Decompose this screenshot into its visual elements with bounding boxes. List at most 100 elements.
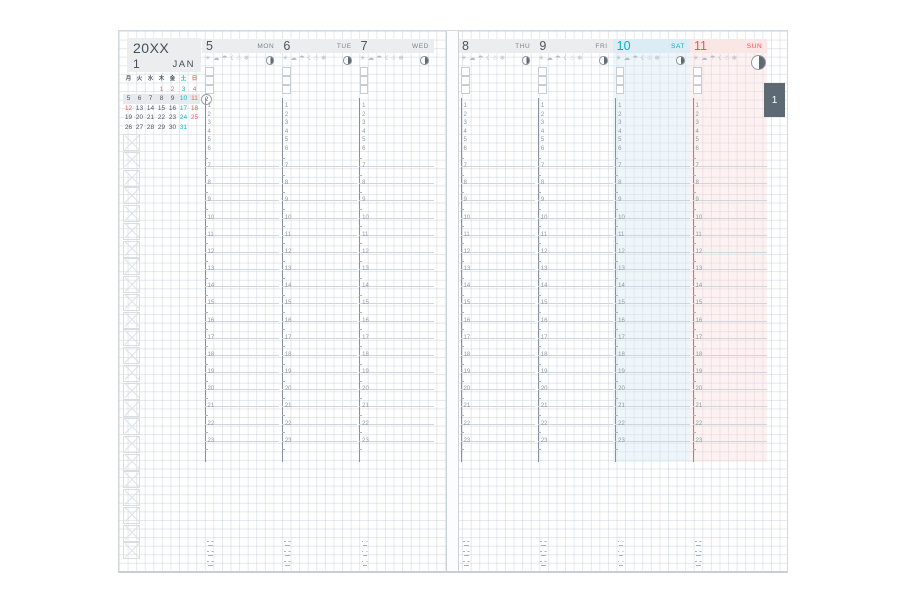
hour-gridline (281, 372, 357, 374)
moon-phase-icon (751, 55, 767, 70)
moon-phase-icon (265, 56, 275, 65)
hour-label: 11 (618, 231, 625, 238)
task-checkbox[interactable] (615, 76, 625, 85)
half-hour-tick (692, 329, 696, 331)
hour-label: 5 (695, 137, 699, 144)
hour-label: 6 (207, 145, 211, 152)
day-column-sun[interactable]: 11 SUN ☀ ☁ ☂ ☇ ☃ ❄ 1 2 3 4 5 6 7 8 9 10 11 12 13 14 15 16 17 18 19… (690, 31, 768, 571)
task-checkbox[interactable] (693, 85, 702, 94)
hour-label: 13 (362, 266, 369, 273)
task-checkbox[interactable] (693, 67, 702, 76)
hour-gridline (359, 440, 434, 442)
hour-gridline (615, 251, 690, 253)
hour-label: 16 (284, 317, 292, 324)
hour-gridline (359, 217, 434, 219)
half-hour-tick (281, 191, 285, 193)
face-neutral-icon (206, 549, 215, 557)
half-hour-tick (281, 449, 285, 451)
task-checkbox[interactable] (461, 76, 470, 85)
hour-gridline (537, 303, 613, 305)
hour-label: 13 (463, 266, 471, 273)
half-hour-tick (460, 174, 464, 176)
crossed-box-icon (123, 347, 140, 364)
hour-gridline (692, 337, 768, 339)
hour-gridline (281, 406, 357, 408)
half-hour-tick (692, 260, 696, 262)
hour-label: 15 (695, 300, 703, 307)
hour-gridline (615, 440, 690, 442)
task-checkbox[interactable] (538, 85, 547, 94)
hour-gridline (359, 269, 434, 271)
half-hour-tick (537, 226, 541, 228)
hour-gridline (615, 234, 690, 236)
task-checkbox[interactable] (461, 67, 470, 76)
hour-label: 21 (207, 403, 215, 410)
hour-gridline (460, 200, 536, 202)
hour-gridline (692, 217, 768, 219)
hour-label: 10 (362, 214, 369, 221)
hour-gridline (281, 200, 357, 202)
hour-gridline (281, 286, 357, 288)
crossed-box-icon (123, 240, 140, 258)
hour-label: 22 (540, 420, 548, 427)
crossed-box-icon (123, 258, 140, 276)
day-column-sat[interactable]: 10 SAT ☀ ☁ ☂ ☇ ☃ ❄ 1 2 3 4 5 6 7 8 9 10 11 12 13 14 15 16 17 18 19… (612, 31, 690, 571)
hour-gridline (692, 406, 768, 408)
day-header-band (535, 39, 613, 53)
hour-label: 11 (540, 231, 548, 238)
hour-label: 1 (463, 103, 467, 110)
calendar-day-cell: 18 (190, 104, 199, 112)
half-hour-tick (537, 380, 541, 382)
calendar-day-cell: 6 (137, 95, 142, 102)
task-checkbox[interactable] (461, 85, 470, 94)
weekly-planner-spread: 20XX 1 JAN 月火水木金土日 1 2 3 4 5 6 7 8 9 10 11 2 12 13 14 1… (118, 30, 788, 573)
calendar-day-cell: 9 (170, 95, 175, 102)
half-hour-tick (204, 174, 208, 176)
task-checkbox[interactable] (693, 76, 702, 85)
hour-label: 23 (284, 437, 292, 444)
month-tab[interactable]: 1 (764, 83, 785, 117)
hour-label: 4 (207, 128, 211, 135)
moon-phase-icon (521, 56, 531, 65)
task-checkbox[interactable] (615, 67, 625, 76)
hour-label: 8 (362, 180, 366, 187)
task-checkbox[interactable] (205, 76, 214, 85)
hour-gridline (460, 389, 536, 391)
half-hour-tick (460, 449, 464, 451)
half-hour-tick (615, 243, 619, 245)
hour-label: 22 (695, 420, 703, 427)
crossed-box-icon (123, 134, 140, 151)
task-checkbox[interactable] (359, 85, 369, 94)
day-column-wed[interactable]: 7 WED ☀ ☁ ☂ ☇ ☃ ❄ 1 2 3 4 5 6 7 8 9 10 11 12 13 14 15 16 17 18 19 2… (356, 31, 434, 571)
weather-icon-row: ☀ ☁ ☂ ☇ ☃ ❄ (360, 55, 404, 63)
calendar-weekday-label: 金 (169, 76, 176, 82)
day-column-tue[interactable]: 6 TUE ☀ ☁ ☂ ☇ ☃ ❄ 1 2 3 4 5 6 7 8 9 10 11 12 13 14 15 16 17 18 19 2… (279, 31, 357, 571)
calendar-week-row: 12 13 14 15 16 17 18 (123, 104, 200, 114)
task-checkbox[interactable] (359, 76, 369, 85)
crossed-box-icon (123, 506, 140, 524)
task-checkbox[interactable] (282, 85, 291, 94)
task-checkbox[interactable] (205, 85, 214, 94)
day-column-thu[interactable]: 8 THU ☀ ☁ ☂ ☇ ☃ ❄ 1 2 3 4 5 6 7 8 9 10 11 12 13 14 15 16 17 18 19 2… (458, 31, 536, 571)
task-checkbox[interactable] (359, 67, 369, 76)
half-hour-tick (692, 312, 696, 314)
hour-gridline (460, 234, 536, 236)
task-checkbox[interactable] (538, 67, 547, 76)
half-hour-tick (615, 397, 619, 399)
hour-gridline (615, 423, 690, 425)
snowflake-icon: ❄ (499, 55, 506, 62)
hour-gridline (460, 251, 536, 253)
day-column-mon[interactable]: 5 MON ☀ ☁ ☂ ☇ ☃ ❄ 1 2 3 4 5 6 7 8 9 10 11 12 13 14 15 16 17 18 19 2… (202, 31, 280, 571)
hour-label: 22 (463, 420, 471, 427)
task-checkbox[interactable] (205, 67, 214, 76)
task-checkbox[interactable] (538, 76, 547, 85)
day-column-fri[interactable]: 9 FRI ☀ ☁ ☂ ☇ ☃ ❄ 1 2 3 4 5 6 7 8 9 10 11 12 13 14 15 16 17 18 19 2… (535, 31, 613, 571)
task-checkbox[interactable] (282, 76, 291, 85)
calendar-day-cell: 3 (181, 85, 186, 93)
day-header-band (279, 39, 357, 53)
hour-label: 19 (540, 369, 548, 376)
hour-label: 18 (362, 351, 369, 358)
umbrella-icon: ☂ (709, 55, 716, 62)
task-checkbox[interactable] (282, 67, 291, 76)
task-checkbox[interactable] (615, 85, 625, 94)
